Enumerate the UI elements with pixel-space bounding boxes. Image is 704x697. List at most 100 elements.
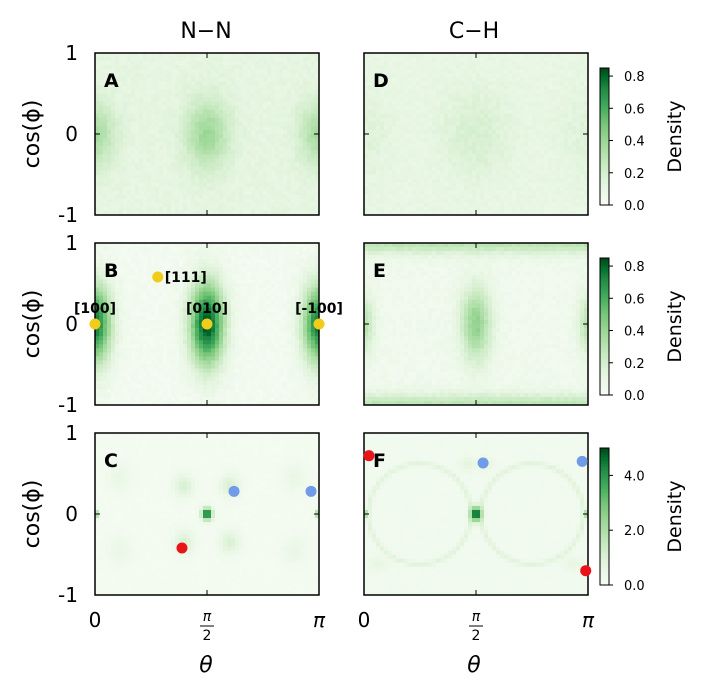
heatmap-cell xyxy=(103,166,108,171)
heatmap-cell xyxy=(263,61,268,66)
heatmap-cell xyxy=(307,275,312,280)
heatmap-cell xyxy=(103,61,108,66)
heatmap-cell xyxy=(191,166,196,171)
heatmap-cell xyxy=(235,271,240,276)
heatmap-cell xyxy=(175,376,180,382)
heatmap-cell xyxy=(247,315,252,321)
heatmap-cell xyxy=(251,283,256,288)
heatmap-cell xyxy=(163,190,168,196)
heatmap-cell xyxy=(299,287,304,292)
heatmap-cell xyxy=(127,344,132,349)
heatmap-cell xyxy=(95,396,100,402)
heatmap-cell xyxy=(203,344,208,349)
heatmap-cell xyxy=(123,534,128,539)
heatmap-cell xyxy=(119,546,124,551)
heatmap-cell xyxy=(219,364,224,369)
heatmap-cell xyxy=(263,170,268,175)
heatmap-cell xyxy=(95,194,100,200)
heatmap-cell xyxy=(199,129,204,135)
heatmap-cell xyxy=(103,534,108,539)
heatmap-cell xyxy=(255,129,260,135)
heatmap-cell xyxy=(303,287,308,292)
heatmap-cell xyxy=(267,57,272,62)
heatmap-cell xyxy=(147,291,152,297)
heatmap-cell xyxy=(303,352,308,357)
heatmap-cell xyxy=(139,73,144,78)
heatmap-cell xyxy=(99,461,104,466)
heatmap-cell xyxy=(275,202,280,208)
heatmap-cell xyxy=(135,85,140,90)
heatmap-cell xyxy=(307,158,312,163)
heatmap-cell xyxy=(187,93,192,98)
heatmap-cell xyxy=(195,388,200,394)
heatmap-cell xyxy=(107,554,112,559)
heatmap-cell xyxy=(247,360,252,365)
heatmap-cell xyxy=(191,311,196,317)
heatmap-cell xyxy=(195,170,200,175)
heatmap-cell xyxy=(207,283,212,288)
heatmap-cell xyxy=(139,121,144,127)
heatmap-cell xyxy=(99,481,104,487)
heatmap-cell xyxy=(267,125,272,131)
heatmap-cell xyxy=(311,129,316,135)
heatmap-cell xyxy=(203,303,208,309)
heatmap-cell xyxy=(211,372,216,378)
heatmap-cell xyxy=(239,170,244,175)
heatmap-cell xyxy=(243,336,248,341)
heatmap-cell xyxy=(159,190,164,196)
heatmap-cell xyxy=(291,380,296,386)
heatmap-cell xyxy=(115,247,120,252)
heatmap-cell xyxy=(147,315,152,321)
heatmap-cell xyxy=(259,315,264,321)
heatmap-cell xyxy=(267,396,272,402)
heatmap-cell xyxy=(135,206,140,212)
heatmap-cell xyxy=(179,154,184,159)
heatmap-cell xyxy=(147,138,152,143)
heatmap-cell xyxy=(299,69,304,74)
heatmap-cell xyxy=(291,384,296,390)
heatmap-cell xyxy=(255,319,260,325)
heatmap-cell xyxy=(291,259,296,264)
heatmap-cell xyxy=(187,81,192,86)
heatmap-cell xyxy=(183,134,188,139)
heatmap-cell xyxy=(207,138,212,143)
heatmap-cell xyxy=(219,336,224,341)
heatmap-cell xyxy=(95,332,100,337)
heatmap-cell xyxy=(171,243,176,248)
heatmap-cell xyxy=(227,113,232,119)
heatmap-cell xyxy=(119,505,124,511)
heatmap-cell xyxy=(107,473,112,478)
heatmap-cell xyxy=(107,477,112,482)
heatmap-cell xyxy=(247,121,252,127)
heatmap-cell xyxy=(143,340,148,345)
heatmap-cell xyxy=(151,388,156,394)
heatmap-cell xyxy=(239,162,244,167)
heatmap-cell xyxy=(155,364,160,369)
heatmap-cell xyxy=(111,392,116,398)
heatmap-cell xyxy=(195,287,200,292)
heatmap-cell xyxy=(287,190,292,196)
heatmap-cell xyxy=(219,174,224,179)
heatmap-cell xyxy=(271,121,276,127)
heatmap-cell xyxy=(295,77,300,82)
heatmap-cell xyxy=(267,61,272,66)
heatmap-cell xyxy=(295,307,300,313)
heatmap-cell xyxy=(227,202,232,208)
heatmap-cell xyxy=(131,526,136,531)
heatmap-cell xyxy=(287,109,292,115)
heatmap-cell xyxy=(231,291,236,297)
heatmap-cell xyxy=(279,400,284,405)
heatmap-cell xyxy=(143,57,148,62)
heatmap-cell xyxy=(115,469,120,474)
heatmap-cell xyxy=(103,332,108,337)
heatmap-cell xyxy=(175,295,180,301)
heatmap-cell xyxy=(191,81,196,86)
heatmap-cell xyxy=(171,319,176,325)
heatmap-cell xyxy=(143,360,148,365)
heatmap-cell xyxy=(115,562,120,568)
heatmap-cell xyxy=(111,461,116,466)
heatmap-cell xyxy=(223,190,228,196)
heatmap-cell xyxy=(255,65,260,70)
heatmap-cell xyxy=(287,57,292,62)
heatmap-cell xyxy=(95,489,100,495)
